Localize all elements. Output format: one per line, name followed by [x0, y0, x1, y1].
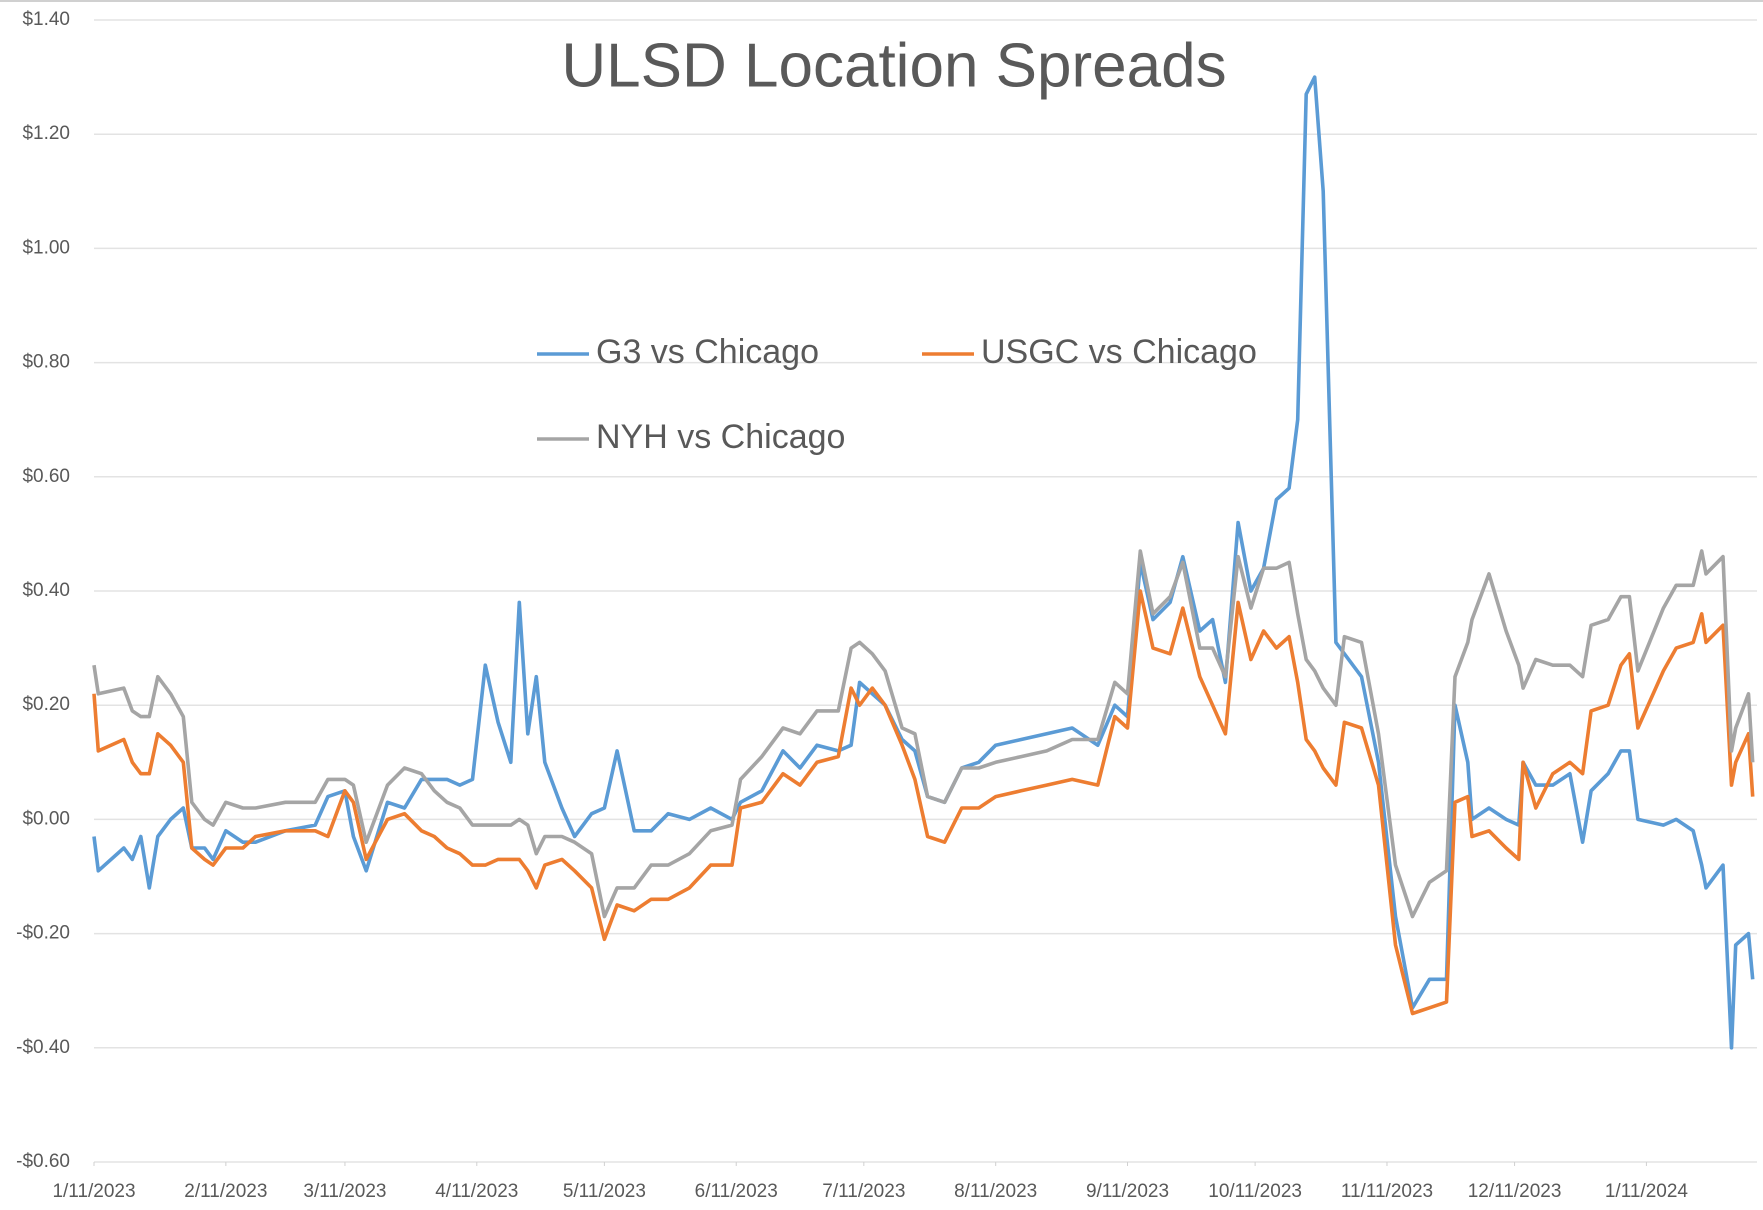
- x-tick-label: 4/11/2023: [435, 1181, 518, 1202]
- y-tick-label: -$0.20: [16, 923, 70, 944]
- legend-label: NYH vs Chicago: [596, 418, 845, 456]
- y-tick-label: $0.00: [22, 808, 70, 829]
- series-line: [92, 589, 1755, 1016]
- x-tick-label: 7/11/2023: [822, 1181, 905, 1202]
- x-tick-label: 6/11/2023: [695, 1181, 778, 1202]
- y-tick-label: $0.60: [22, 466, 70, 487]
- x-tick-label: 10/11/2023: [1208, 1181, 1302, 1202]
- x-tick-label: 12/11/2023: [1468, 1181, 1562, 1202]
- y-tick-label: $0.40: [22, 580, 70, 601]
- x-tick-label: 2/11/2023: [184, 1181, 267, 1202]
- x-tick-label: 1/11/2023: [52, 1181, 135, 1202]
- y-tick-label: -$0.40: [16, 1037, 70, 1058]
- x-tick-label: 5/11/2023: [563, 1181, 646, 1202]
- series-line: [92, 549, 1755, 919]
- x-tick-label: 11/11/2023: [1341, 1181, 1433, 1202]
- x-tick-label: 9/11/2023: [1086, 1181, 1169, 1202]
- chart-title: ULSD Location Spreads: [561, 31, 1226, 100]
- x-tick-label: 3/11/2023: [303, 1181, 386, 1202]
- x-tick-label: 8/11/2023: [954, 1181, 1037, 1202]
- y-tick-label: -$0.60: [16, 1151, 70, 1172]
- y-tick-label: $0.20: [22, 694, 70, 715]
- grid: [93, 19, 1757, 1166]
- series-line: [92, 75, 1755, 1050]
- legend-label: G3 vs Chicago: [596, 333, 819, 371]
- y-tick-label: $1.20: [22, 123, 70, 144]
- x-tick-label: 1/11/2024: [1605, 1181, 1689, 1202]
- plot-lines: [92, 75, 1755, 1050]
- y-tick-label: $1.40: [22, 9, 70, 30]
- y-tick-label: $0.80: [22, 352, 70, 373]
- legend-label: USGC vs Chicago: [981, 333, 1257, 371]
- y-tick-label: $1.00: [22, 237, 70, 258]
